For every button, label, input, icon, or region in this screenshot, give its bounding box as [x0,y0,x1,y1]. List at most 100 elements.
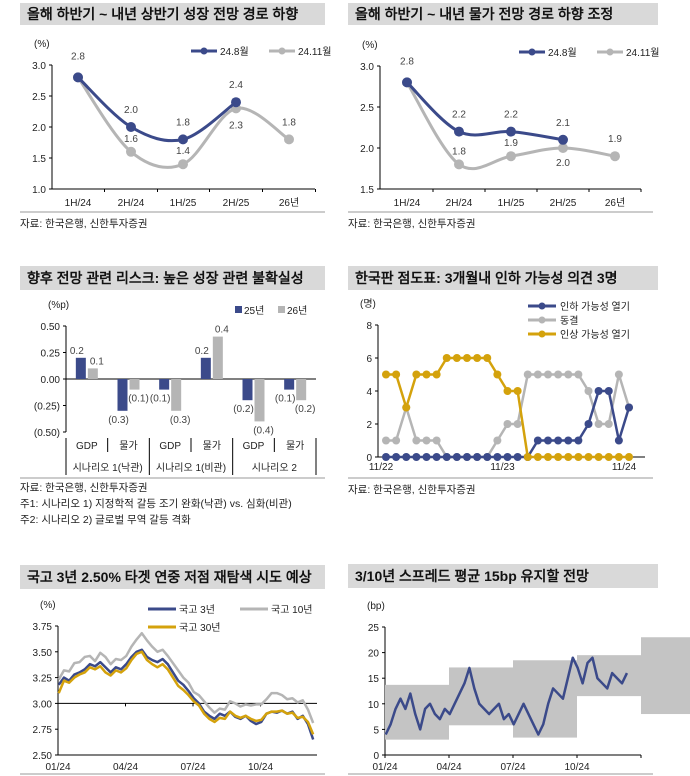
data-label: 2.2 [504,110,518,121]
data-point [506,126,516,137]
legend-label: 국고 10년 [271,604,313,616]
range-band [513,660,577,738]
title-bar [20,266,325,290]
legend-marker [538,330,546,338]
data-point [558,134,568,145]
scenario-label: 시나리오 2 [252,462,298,474]
y-tick-label: 0.00 [41,375,61,386]
chart-title: 향후 전망 관련 리스크: 높은 성장 관련 불확실성 [27,270,304,286]
y-tick-label: 0.25 [41,349,61,360]
y-unit-label: (bp) [367,601,385,612]
data-point [432,370,441,379]
y-unit-label: (%) [362,40,378,51]
data-point [473,354,482,362]
legend-label: 24.11월 [298,46,331,58]
data-point [442,354,451,362]
bar [284,379,295,390]
data-label: 2.4 [229,80,243,91]
data-point [503,420,512,428]
source-text: 자료: 한국은행, 신한투자증권 [348,218,476,230]
series-line [57,631,315,724]
data-point [513,453,522,461]
data-point [533,370,542,379]
scenario-label: 시나리오 1(비관) [156,462,226,474]
y-tick-label: 2.0 [32,123,46,134]
data-point [513,420,522,428]
y-unit-label: (명) [360,298,376,310]
y-tick-label: 6 [366,354,372,365]
data-point [284,134,294,145]
data-point [231,97,241,108]
data-label: 1.8 [452,146,466,157]
data-point [554,436,563,445]
data-label: 1.4 [176,146,190,157]
legend-label: 국고 30년 [179,622,221,634]
x-tick-label: 10/24 [564,762,589,773]
x-tick-label: 1H/25 [170,198,197,209]
data-label: (0.4) [253,425,274,436]
x-tick-label: 1H/25 [498,198,525,209]
data-point [594,420,603,428]
data-label: (0.1) [150,394,171,405]
data-point [533,436,542,445]
data-point [392,436,401,445]
x-tick-label: 1H/24 [394,198,421,209]
y-tick-label: 3.75 [33,622,53,633]
y-tick-label: 10 [368,700,380,711]
risk-chart: (0.50) (0.25) 0.00 0.25 0.50 (%p) 0.2 (0.3) (0.1… [34,300,317,475]
legend-marker [538,316,546,324]
x-tick-label: 2H/24 [446,198,473,209]
note-2: 주2: 시나리오 2) 글로벌 무역 갈등 격화 [20,513,191,526]
legend-label: 인상 가능성 열기 [560,329,630,341]
data-point [382,370,390,379]
y-tick-label: 3.00 [33,699,53,710]
data-point [178,159,188,170]
x-tick-label: 1H/24 [65,198,92,209]
data-point [625,403,633,412]
data-point [452,354,461,362]
data-point [483,354,492,362]
data-label: 2.8 [71,51,85,62]
data-point [422,453,431,461]
y-tick-label: 25 [368,623,380,634]
data-point [483,453,492,461]
y-tick-label: 3.0 [32,61,46,72]
data-point [544,436,552,445]
y-tick-label: 1.0 [32,185,46,196]
source-text: 자료: 한국은행, 신한투자증권 [20,218,148,230]
data-point [463,354,471,362]
x-tick-label: 04/24 [436,762,461,773]
y-tick-label: 15 [368,674,380,685]
x-tick-label: 04/24 [113,762,138,773]
spread-chart: 0 5 10 15 20 25 (bp) 01/24 04/24 07/24 10/24 [367,601,690,773]
bar [296,379,307,401]
data-point [604,420,613,428]
data-point [506,151,516,162]
data-label: 0.2 [70,346,84,357]
data-point [402,403,411,412]
data-point [412,370,421,379]
data-point [412,436,421,445]
x-tick-label: 2H/24 [118,198,145,209]
bar [242,379,253,401]
panel-spread: 3/10년 스프레드 평균 15bp 유지할 전망 0 5 10 15 20 25 (bp)… [348,564,690,775]
data-point [402,77,412,88]
y-tick-label: 3.50 [33,648,53,659]
data-point [625,453,633,461]
data-point [442,453,451,461]
data-label: 1.8 [176,117,190,128]
range-band [577,655,641,697]
x-tick-label: 11/23 [490,462,515,473]
x-tick-label: 10/24 [248,762,273,773]
category-label: 물가 [119,440,137,452]
data-point [126,146,136,157]
y-tick-label: 0 [366,453,372,464]
x-tick-label: 01/24 [45,762,70,773]
x-tick-label: 2H/25 [550,198,577,209]
data-point [422,370,431,379]
y-tick-label: 8 [366,321,372,332]
chart-title: 국고 3년 2.50% 타겟 연중 저점 재탐색 시도 예상 [27,569,312,585]
data-point [544,453,552,461]
growth-chart: 1.0 1.5 2.0 2.5 3.0 (%) 1H/24 2H/24 1H/25 2H/25 26… [32,39,331,209]
data-point [614,453,623,461]
